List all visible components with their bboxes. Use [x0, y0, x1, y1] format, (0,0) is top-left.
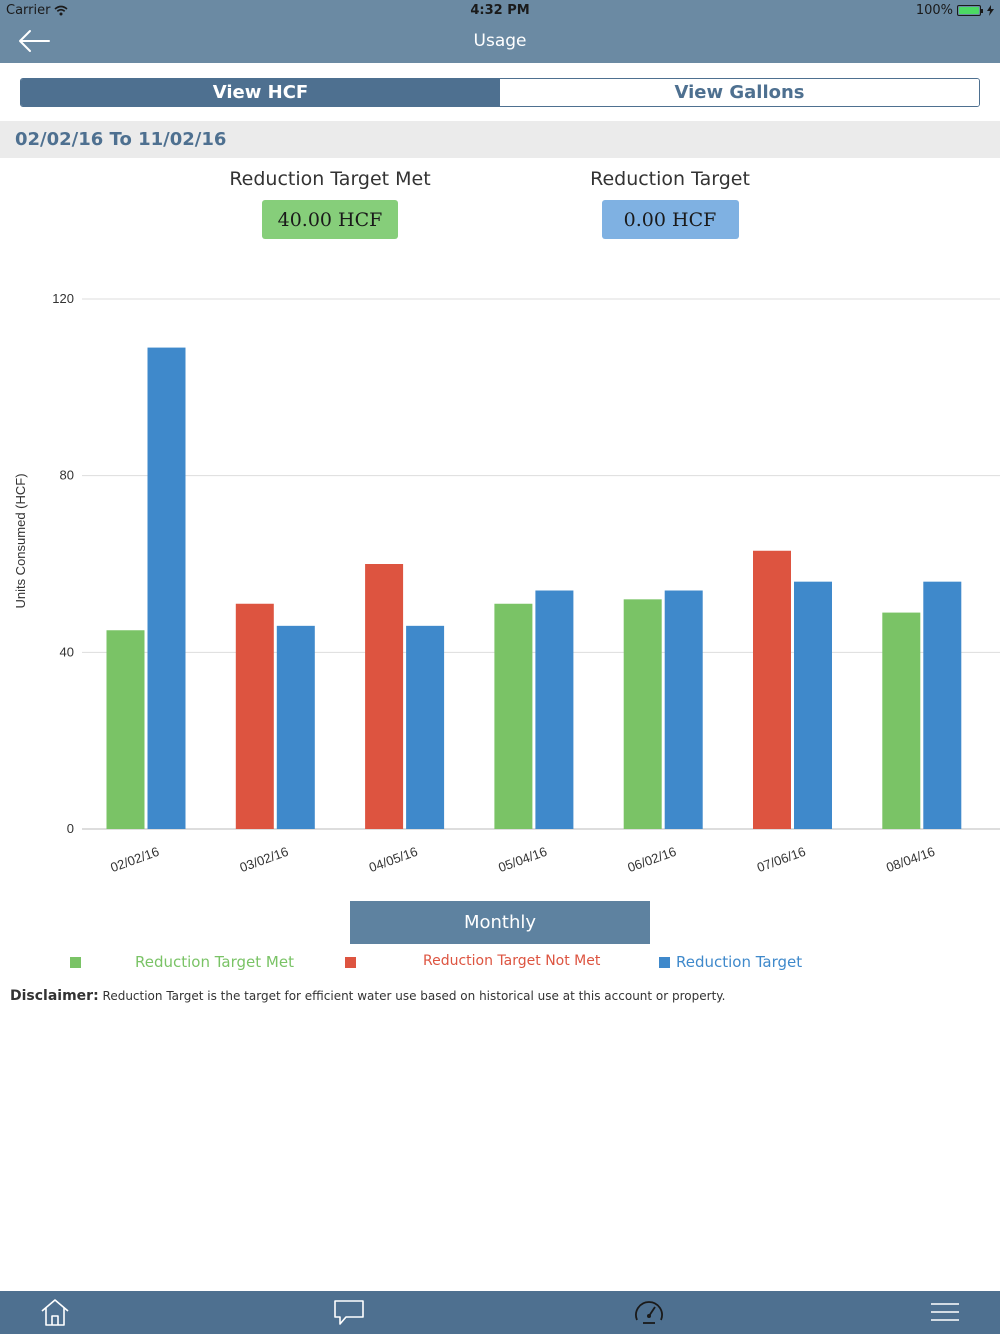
target-bar: [276, 625, 315, 829]
legend-label-met: Reduction Target Met: [135, 953, 294, 971]
arrow-left-icon: [19, 30, 50, 52]
back-button[interactable]: [14, 26, 54, 56]
y-tick-label: 120: [52, 291, 74, 306]
usage-bar: [753, 550, 791, 829]
chart-legend: Reduction Target Met Reduction Target No…: [0, 953, 1000, 973]
x-tick-label: 03/02/16: [238, 844, 291, 875]
usage-bar: [882, 612, 921, 829]
speedometer-icon: [635, 1301, 663, 1324]
usage-bar: [365, 564, 404, 829]
legend-label-not-met: Reduction Target Not Met: [423, 953, 601, 969]
tab-menu[interactable]: [928, 1297, 962, 1327]
y-tick-label: 80: [60, 468, 74, 483]
carrier: Carrier: [6, 3, 68, 18]
y-tick-label: 0: [67, 821, 74, 836]
reduction-target-value: 0.00 HCF: [601, 200, 739, 239]
legend-swatch-met: [70, 957, 81, 968]
target-bar: [406, 625, 445, 829]
legend-label-target: Reduction Target: [676, 953, 803, 971]
date-range-bar: 02/02/16 To 11/02/16: [0, 121, 1000, 158]
legend-swatch-not-met: [345, 957, 356, 968]
x-tick-label: 06/02/16: [626, 844, 679, 875]
x-tick-label: 05/04/16: [496, 844, 549, 875]
charging-icon: [987, 5, 994, 16]
reduction-target-label: Reduction Target: [590, 168, 750, 190]
tab-bar: [0, 1291, 1000, 1334]
y-axis-label: Units Consumed (HCF): [13, 473, 28, 608]
target-bar: [535, 590, 574, 829]
battery-icon: [957, 5, 983, 16]
page-title: Usage: [473, 31, 527, 51]
target-bar: [147, 347, 186, 829]
target-met-label: Reduction Target Met: [229, 168, 431, 190]
target-bar: [923, 581, 962, 829]
usage-bar: [235, 603, 274, 829]
menu-icon: [931, 1303, 959, 1321]
usage-bar: [106, 630, 145, 829]
status-bar: Carrier 4:32 PM 100%: [0, 0, 1000, 20]
battery-status: 100%: [916, 3, 994, 18]
battery-percent: 100%: [915, 3, 953, 18]
y-tick-label: 40: [60, 644, 74, 659]
legend-swatch-target: [659, 957, 670, 968]
tab-home[interactable]: [38, 1297, 72, 1327]
clock: 4:32 PM: [470, 3, 530, 18]
x-tick-label: 08/04/16: [884, 844, 937, 875]
target-bar: [664, 590, 703, 829]
carrier-label: Carrier: [6, 3, 51, 18]
x-tick-label: 07/06/16: [755, 844, 808, 875]
tab-usage[interactable]: [632, 1297, 666, 1327]
view-hcf-segment[interactable]: View HCF: [21, 79, 500, 106]
target-bar: [794, 581, 832, 829]
home-icon: [41, 1299, 69, 1326]
usage-bar: [494, 603, 533, 829]
tab-messages[interactable]: [332, 1297, 366, 1327]
date-range-label: 02/02/16 To 11/02/16: [15, 129, 227, 150]
nav-bar: Usage: [0, 20, 1000, 63]
period-button[interactable]: Monthly: [350, 901, 650, 944]
target-met-summary: Reduction Target Met 40.00 HCF: [200, 168, 460, 239]
usage-bar-chart: 0 40 80 120 02/02/16 03/02/16 04/05/16 05/04/16…: [13, 291, 1000, 875]
chat-icon: [334, 1300, 364, 1325]
usage-bar: [623, 599, 662, 829]
disclaimer: Disclaimer: Reduction Target is the targ…: [10, 988, 990, 1004]
reduction-target-summary: Reduction Target 0.00 HCF: [540, 168, 800, 239]
unit-segmented-control: View HCF View Gallons: [20, 78, 980, 107]
x-tick-label: 04/05/16: [367, 844, 420, 875]
target-met-value: 40.00 HCF: [262, 200, 398, 239]
disclaimer-label: Disclaimer:: [10, 988, 99, 1004]
x-tick-label: 02/02/16: [108, 844, 161, 875]
view-gallons-segment[interactable]: View Gallons: [500, 79, 979, 106]
wifi-icon: [54, 5, 68, 16]
disclaimer-text: Reduction Target is the target for effic…: [102, 989, 726, 1003]
